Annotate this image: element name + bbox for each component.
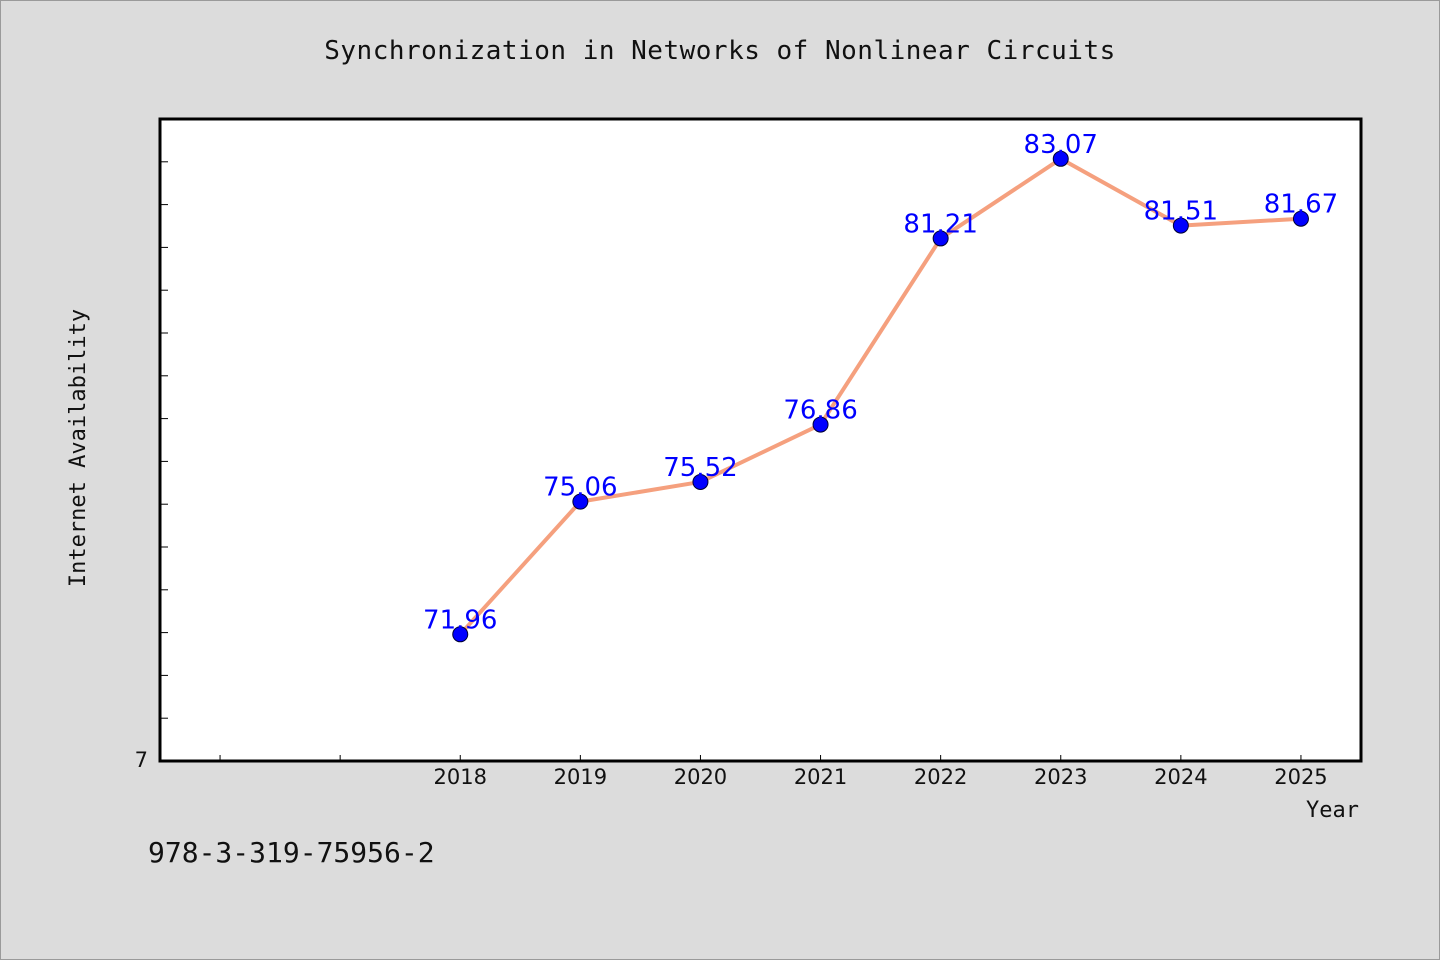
data-point — [452, 626, 469, 643]
data-label: 83.07 — [1024, 130, 1098, 160]
data-label: 81.21 — [903, 209, 977, 239]
x-tick-label: 2018 — [434, 765, 487, 789]
isbn-code: 978-3-319-75956-2 — [148, 836, 435, 869]
x-tick-label: 2019 — [554, 765, 607, 789]
data-point — [572, 493, 589, 510]
data-point — [812, 416, 829, 433]
data-label: 71.96 — [423, 605, 497, 635]
x-tick-label: 2020 — [674, 765, 727, 789]
data-label: 81.67 — [1264, 190, 1338, 220]
y-axis-ticks — [160, 161, 168, 762]
data-point — [1052, 150, 1069, 167]
x-axis-ticks — [219, 755, 1302, 761]
plot-area — [158, 117, 1363, 763]
data-label: 81.51 — [1144, 197, 1218, 227]
data-label: 75.06 — [543, 473, 617, 503]
y-tick-label: 7 — [135, 748, 148, 772]
series-line — [458, 156, 1302, 636]
x-tick-label: 2023 — [1034, 765, 1087, 789]
chart-title: Synchronization in Networks of Nonlinear… — [324, 36, 1116, 66]
x-tick-label: 2025 — [1274, 765, 1327, 789]
data-markers — [452, 150, 1309, 643]
y-axis-label: Internet Availability — [66, 309, 91, 587]
data-point — [692, 473, 709, 490]
x-tick-label: 2022 — [914, 765, 967, 789]
data-point — [932, 230, 949, 247]
data-label: 75.52 — [663, 453, 737, 483]
data-point — [1172, 217, 1189, 234]
data-labels: 71.96 75.06 75.52 76.86 81.21 83.07 81.51 81.67 — [423, 130, 1338, 636]
x-tick-label: 2024 — [1154, 765, 1207, 789]
data-label: 76.86 — [783, 396, 857, 426]
x-tick-label: 2021 — [794, 765, 847, 789]
x-tick-labels: 2018 2019 2020 2021 2022 2023 2024 2025 — [434, 765, 1328, 789]
data-point — [1292, 210, 1309, 227]
x-axis-label: Year — [1306, 798, 1359, 823]
